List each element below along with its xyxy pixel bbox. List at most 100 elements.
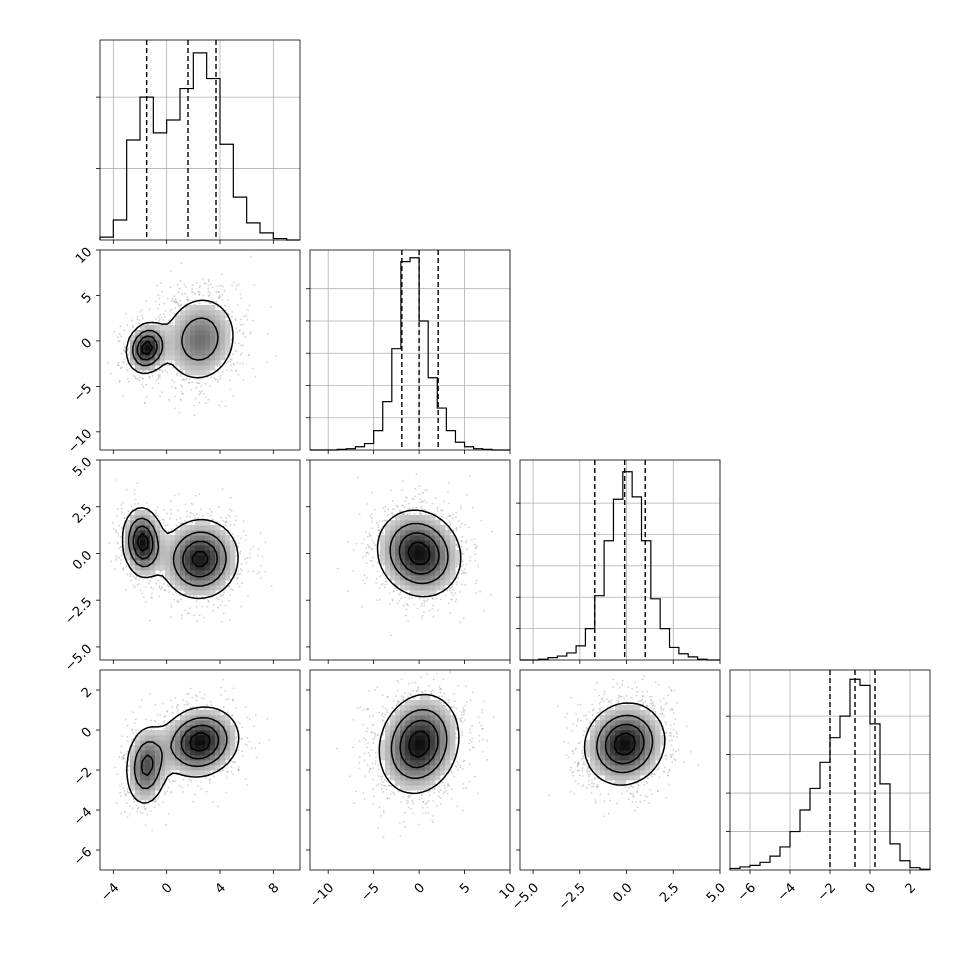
sample-point xyxy=(208,508,211,511)
density-cell xyxy=(220,330,226,336)
density-cell xyxy=(150,750,156,756)
sample-point xyxy=(157,797,160,800)
density-cell xyxy=(215,760,221,766)
sample-point xyxy=(170,386,173,389)
sample-point xyxy=(240,569,243,572)
sample-point xyxy=(120,352,123,355)
sample-point xyxy=(264,541,267,544)
sample-point xyxy=(174,395,176,398)
sample-point xyxy=(190,388,193,391)
density-cell xyxy=(185,575,191,581)
sample-point xyxy=(267,739,270,741)
density-cell xyxy=(205,710,211,716)
density-cell xyxy=(170,325,176,331)
sample-point xyxy=(242,530,245,532)
density-cell xyxy=(205,720,211,726)
sample-point xyxy=(176,705,179,707)
sample-point xyxy=(182,378,185,381)
y-tick-label: −2 xyxy=(71,765,95,789)
density-cell xyxy=(125,555,131,561)
density-cell xyxy=(145,325,151,331)
sample-point xyxy=(381,531,384,534)
density-cell xyxy=(185,770,191,776)
sample-point xyxy=(113,331,116,333)
density-cell xyxy=(155,325,161,331)
density-cell xyxy=(175,540,181,546)
sample-point xyxy=(121,756,124,759)
density-cell xyxy=(175,765,181,771)
sample-point xyxy=(240,738,243,741)
density-cell xyxy=(160,750,166,756)
sample-point xyxy=(221,600,224,603)
density-cell xyxy=(165,735,171,741)
sample-point xyxy=(219,296,222,299)
plot-area xyxy=(108,479,273,623)
sample-point xyxy=(195,596,198,598)
sample-point xyxy=(153,800,155,803)
sample-point xyxy=(198,293,201,296)
sample-point xyxy=(198,290,201,293)
sample-point xyxy=(187,702,190,705)
sample-point xyxy=(239,605,242,608)
sample-point xyxy=(133,493,136,495)
density-cell xyxy=(210,730,216,736)
density-cell xyxy=(220,535,226,541)
sample-point xyxy=(242,333,245,335)
sample-point xyxy=(364,555,367,557)
density-cell xyxy=(130,355,136,361)
density-cell xyxy=(190,325,196,331)
sample-point xyxy=(119,546,122,548)
sample-point xyxy=(194,494,197,497)
density-cell xyxy=(185,310,191,316)
sample-point xyxy=(170,300,173,303)
sample-point xyxy=(246,784,249,786)
density-cell xyxy=(175,580,181,586)
density-cell xyxy=(210,335,216,341)
sample-point xyxy=(242,362,244,365)
sample-point xyxy=(142,317,144,320)
sample-point xyxy=(208,779,211,782)
density-cell xyxy=(145,520,151,526)
density-cell xyxy=(130,520,136,526)
density-cell xyxy=(155,770,161,776)
sample-point xyxy=(229,515,231,518)
density-cell xyxy=(135,745,141,751)
sample-point xyxy=(148,582,150,585)
x-tick-label: 0 xyxy=(159,880,175,896)
density-cell xyxy=(195,725,201,731)
density-cell xyxy=(180,725,186,731)
density-cell xyxy=(220,325,226,331)
density-cell xyxy=(195,525,201,531)
sample-point xyxy=(185,703,188,706)
density-cell xyxy=(185,360,191,366)
sample-point xyxy=(181,293,184,296)
sample-point xyxy=(218,297,220,300)
sample-point xyxy=(178,411,181,414)
density-cell xyxy=(165,755,171,761)
density-cell xyxy=(205,370,211,376)
density-cell xyxy=(220,565,226,571)
density-cell xyxy=(210,355,216,361)
sample-point xyxy=(236,361,239,364)
x-tick-label: −2 xyxy=(815,880,839,904)
density-cell xyxy=(130,780,136,786)
sample-point xyxy=(225,520,228,523)
density-cell xyxy=(205,315,211,321)
density-cell xyxy=(140,790,146,796)
sample-point xyxy=(151,597,154,599)
density-cell xyxy=(210,550,216,556)
sample-point xyxy=(145,395,148,398)
sample-point xyxy=(109,372,112,375)
density-cell xyxy=(170,765,176,771)
sample-point xyxy=(239,353,242,356)
sample-point xyxy=(119,751,122,754)
sample-point xyxy=(236,284,239,287)
density-cell xyxy=(200,560,206,566)
sample-point xyxy=(219,378,222,380)
sample-point xyxy=(126,752,128,755)
contour-line xyxy=(132,317,219,367)
sample-point xyxy=(230,509,233,512)
density-cell xyxy=(155,730,161,736)
density-cell xyxy=(195,365,201,371)
sample-point xyxy=(180,262,183,264)
